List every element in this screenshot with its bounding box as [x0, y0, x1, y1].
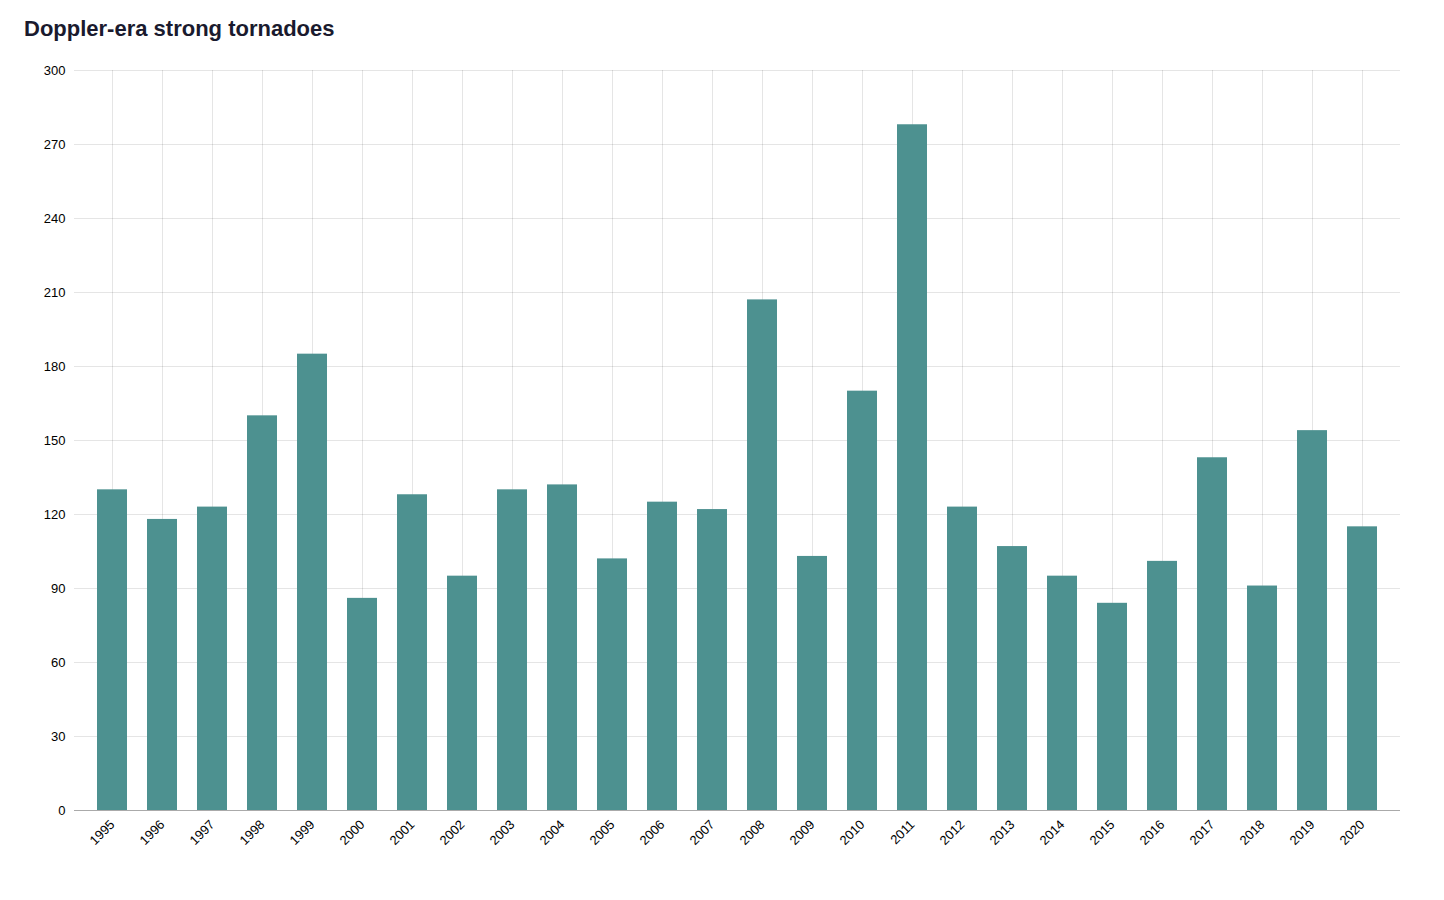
svg-text:2017: 2017 — [1187, 817, 1218, 848]
svg-text:2020: 2020 — [1337, 817, 1368, 848]
svg-text:1999: 1999 — [287, 817, 318, 848]
svg-text:120: 120 — [44, 507, 66, 522]
svg-text:2004: 2004 — [537, 817, 568, 848]
svg-text:2005: 2005 — [587, 817, 618, 848]
svg-text:240: 240 — [44, 211, 66, 226]
svg-text:150: 150 — [44, 433, 66, 448]
svg-text:60: 60 — [51, 655, 65, 670]
svg-text:1998: 1998 — [237, 817, 268, 848]
svg-text:2008: 2008 — [737, 817, 768, 848]
html-text:Doppler-era strong tornadoes: Doppler-era strong tornadoes — [24, 16, 335, 41]
svg-text:90: 90 — [51, 581, 65, 596]
svg-text:2003: 2003 — [487, 817, 518, 848]
svg-text:180: 180 — [44, 359, 66, 374]
svg-text:1996: 1996 — [137, 817, 168, 848]
svg-text:2002: 2002 — [437, 817, 468, 848]
svg-text:30: 30 — [51, 729, 65, 744]
svg-text:2012: 2012 — [937, 817, 968, 848]
svg-text:1995: 1995 — [87, 817, 118, 848]
svg-text:300: 300 — [44, 63, 66, 78]
svg-text:2000: 2000 — [337, 817, 368, 848]
svg-text:2007: 2007 — [687, 817, 718, 848]
svg-text:2015: 2015 — [1087, 817, 1118, 848]
svg-text:2009: 2009 — [787, 817, 818, 848]
svg-text:2001: 2001 — [387, 817, 418, 848]
svg-text:2019: 2019 — [1287, 817, 1318, 848]
svg-text:2016: 2016 — [1137, 817, 1168, 848]
svg-text:2006: 2006 — [637, 817, 668, 848]
svg-text:2010: 2010 — [837, 817, 868, 848]
svg-text:210: 210 — [44, 285, 66, 300]
svg-text:2011: 2011 — [887, 817, 917, 847]
svg-text:0: 0 — [58, 803, 65, 818]
svg-text:270: 270 — [44, 137, 66, 152]
svg-text:2014: 2014 — [1037, 817, 1068, 848]
svg-text:2013: 2013 — [987, 817, 1018, 848]
svg-text:2018: 2018 — [1237, 817, 1268, 848]
svg-text:1997: 1997 — [187, 817, 218, 848]
